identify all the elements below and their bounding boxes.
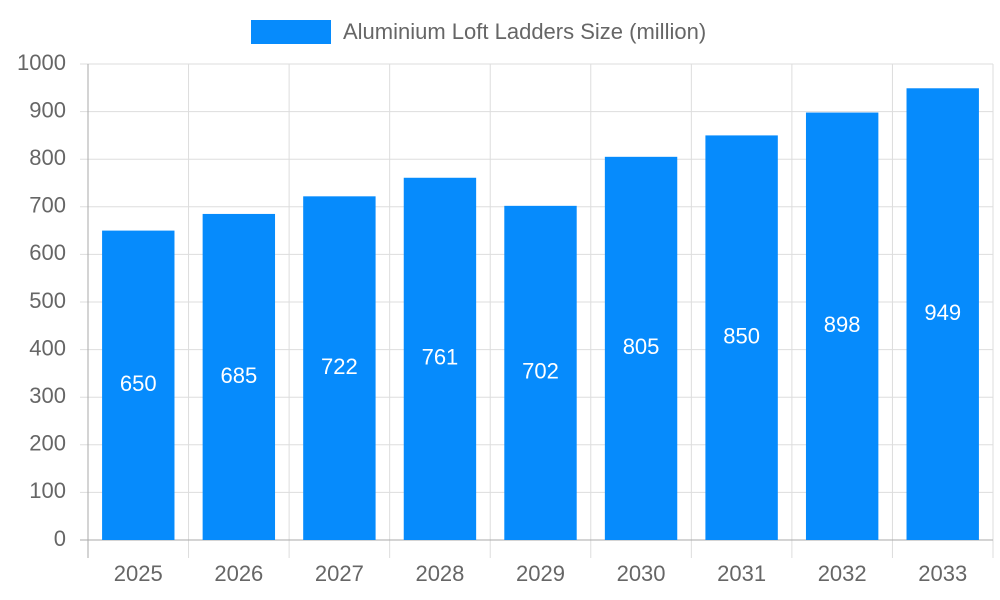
bar	[705, 135, 778, 540]
data-label: 850	[723, 324, 760, 349]
x-tick-label: 2028	[415, 561, 464, 586]
x-tick-label: 2025	[114, 561, 163, 586]
x-tick-label: 2029	[516, 561, 565, 586]
y-tick-label: 0	[54, 526, 66, 551]
bar	[604, 156, 678, 540]
data-label: 685	[220, 363, 257, 388]
bar	[102, 230, 175, 540]
y-tick-label: 200	[29, 431, 66, 456]
bar	[805, 112, 879, 540]
y-tick-label: 300	[29, 383, 66, 408]
data-label: 805	[623, 334, 660, 359]
data-label: 650	[120, 371, 157, 396]
bar	[906, 88, 979, 540]
y-tick-label: 900	[29, 97, 66, 122]
y-tick-label: 1000	[17, 50, 66, 75]
x-tick-label: 2033	[918, 561, 967, 586]
x-tick-label: 2032	[818, 561, 867, 586]
legend-label: Aluminium Loft Ladders Size (million)	[343, 19, 706, 44]
x-tick-label: 2030	[617, 561, 666, 586]
data-label: 761	[422, 345, 459, 370]
bar	[403, 177, 477, 540]
bar	[504, 205, 577, 540]
legend-swatch	[251, 20, 331, 44]
y-tick-label: 500	[29, 288, 66, 313]
data-label: 722	[321, 354, 358, 379]
x-tick-label: 2027	[315, 561, 364, 586]
bar	[303, 196, 376, 540]
y-tick-label: 600	[29, 240, 66, 265]
data-label: 949	[924, 300, 961, 325]
data-label: 898	[824, 312, 861, 337]
x-tick-label: 2026	[214, 561, 263, 586]
data-label: 702	[522, 359, 559, 384]
y-tick-label: 400	[29, 335, 66, 360]
x-tick-label: 2031	[717, 561, 766, 586]
y-tick-label: 800	[29, 145, 66, 170]
bar	[202, 213, 276, 540]
y-tick-label: 100	[29, 478, 66, 503]
y-tick-label: 700	[29, 193, 66, 218]
